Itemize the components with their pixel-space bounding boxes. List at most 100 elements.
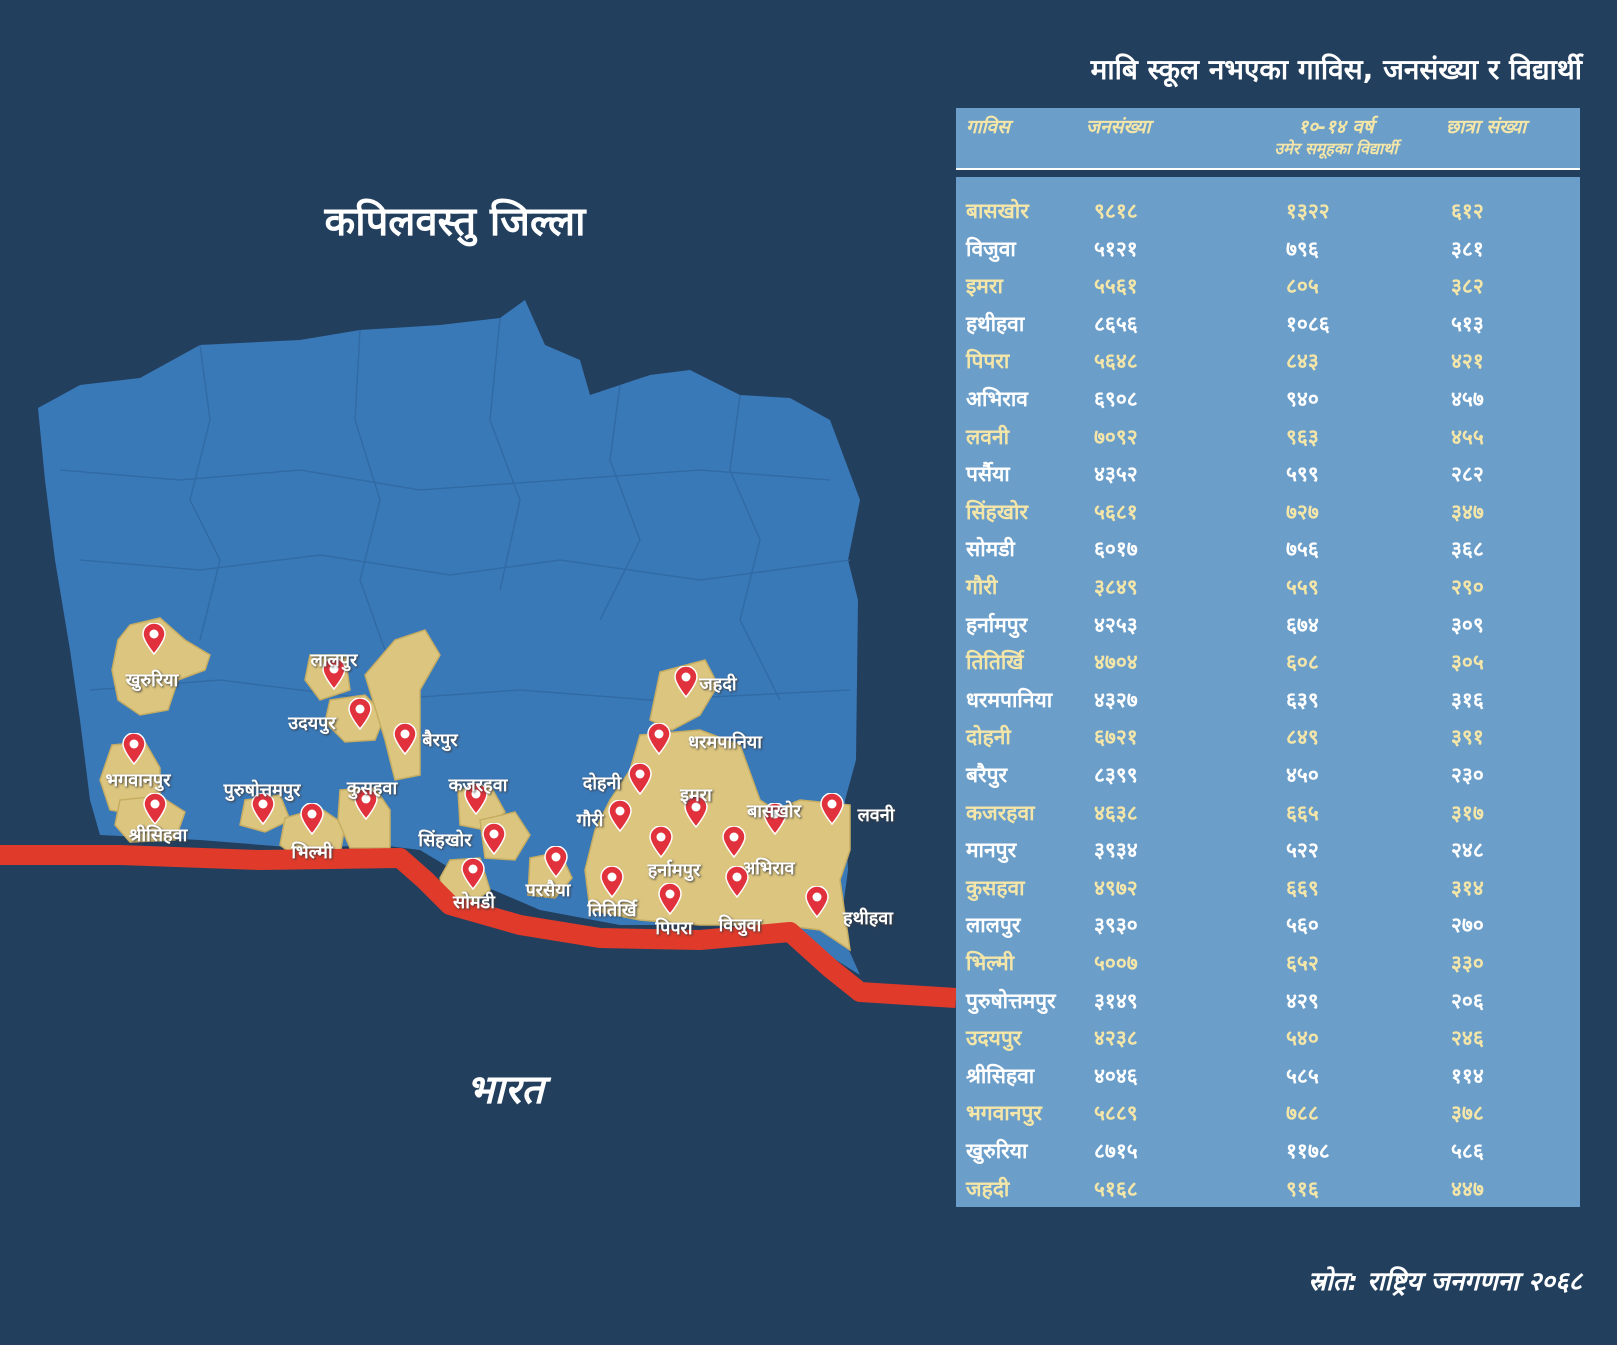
map-pin-icon[interactable] [804, 885, 830, 919]
map-pin-icon[interactable] [141, 622, 167, 656]
cell-population: ५१६८ [1094, 1176, 1138, 1201]
place-label: विजुवा [718, 915, 762, 936]
place-label: लवनी [857, 805, 895, 826]
map-pin-icon[interactable] [347, 697, 373, 731]
map-pin-icon[interactable] [819, 792, 845, 826]
map-title: कपिलवस्तु जिल्ला [324, 199, 586, 245]
table-row: लालपुर ३९३० ५६० २७० [956, 903, 1580, 940]
cell-population: ६०१७ [1094, 537, 1138, 562]
table-row: हर्नामपुर ४२५३ ६७४ ३०९ [956, 603, 1580, 640]
cell-girls: २३० [1451, 763, 1484, 787]
cell-girls: ५१३ [1451, 311, 1484, 336]
cell-students: ५८५ [1286, 1063, 1319, 1088]
cell-vdc: तितिर्खि [966, 650, 1024, 675]
cell-population: ७०९२ [1094, 424, 1138, 449]
cell-students: ४२९ [1286, 988, 1319, 1013]
table-row: श्रीसिहवा ४०४६ ५८५ ११४ [956, 1054, 1580, 1091]
cell-population: ८६५६ [1094, 311, 1138, 336]
cell-vdc: हथीहवा [966, 311, 1025, 336]
map-pin-icon[interactable] [724, 865, 750, 899]
map-pin-icon[interactable] [121, 732, 147, 766]
place-label: गौरी [576, 810, 604, 831]
cell-students: ११७८ [1286, 1139, 1330, 1163]
table-row: उदयपुर ४२३८ ५४० २४६ [956, 1016, 1580, 1053]
map-pin-icon[interactable] [463, 782, 489, 816]
cell-vdc: लालपुर [966, 913, 1021, 938]
cell-students: ६०८ [1286, 650, 1319, 675]
map-pin-icon[interactable] [607, 799, 633, 833]
map-pin-icon[interactable] [543, 845, 569, 879]
header-vdc: गाविस [966, 116, 1010, 138]
cell-vdc: मानपुर [966, 838, 1017, 863]
cell-vdc: बासखोर [966, 199, 1029, 223]
cell-population: ३९३० [1094, 913, 1138, 938]
map-pin-icon[interactable] [721, 825, 747, 859]
cell-students: ५२२ [1286, 838, 1319, 863]
cell-students: ९६३ [1286, 424, 1319, 449]
map-pin-icon[interactable] [648, 825, 674, 859]
map-pin-icon[interactable] [683, 795, 709, 829]
cell-population: ३१४९ [1094, 988, 1138, 1013]
cell-population: ३८४९ [1094, 575, 1138, 599]
cell-girls: ६१२ [1451, 199, 1484, 223]
cell-girls: ३०५ [1451, 650, 1484, 675]
cell-population: ९८१८ [1094, 199, 1138, 223]
map-pin-icon[interactable] [392, 722, 418, 756]
cell-students: ६६५ [1286, 800, 1319, 825]
cell-students: ७२७ [1286, 499, 1319, 524]
cell-girls: २७० [1451, 913, 1484, 938]
cell-students: ७८८ [1286, 1101, 1319, 1126]
cell-population: ५८८९ [1094, 1101, 1138, 1126]
cell-girls: ४५७ [1451, 387, 1484, 411]
table-row: बासखोर ९८१८ १३२२ ६१२ [956, 189, 1580, 226]
map-pin-icon[interactable] [321, 657, 347, 691]
map-pin-icon[interactable] [299, 802, 325, 836]
cell-students: ८४३ [1286, 349, 1319, 374]
cell-girls: ५८६ [1451, 1139, 1484, 1163]
cell-students: ८४९ [1286, 725, 1319, 750]
cell-vdc: उदयपुर [966, 1026, 1022, 1051]
place-label: धरमपानिया [688, 732, 762, 753]
map-pin-icon[interactable] [673, 665, 699, 699]
cell-population: ५६४८ [1094, 349, 1138, 374]
cell-students: ९१६ [1286, 1176, 1319, 1201]
map-pin-icon[interactable] [142, 792, 168, 826]
cell-students: १०८६ [1286, 311, 1330, 336]
place-label: परसैया [525, 880, 571, 901]
cell-vdc: खुरुरिया [966, 1139, 1028, 1163]
map-pin-icon[interactable] [657, 882, 683, 916]
cell-girls: ३१७ [1451, 800, 1484, 825]
table-row: सोमडी ६०१७ ७५६ ३६८ [956, 527, 1580, 564]
table-row: कुसहवा ४९७२ ६६९ ३१४ [956, 866, 1580, 903]
place-label: उदयपुर [288, 713, 336, 734]
table-row: जहदी ५१६८ ९१६ ४४७ [956, 1167, 1580, 1204]
cell-vdc: जहदी [966, 1176, 1010, 1201]
map-pin-icon[interactable] [481, 822, 507, 856]
place-label: इमरा [680, 785, 712, 806]
map-pin-icon[interactable] [460, 857, 486, 891]
table-row: बरैपुर ८३९९ ४५० २३० [956, 753, 1580, 790]
map-pin-icon[interactable] [762, 802, 788, 836]
cell-students: ५४० [1286, 1026, 1319, 1051]
cell-students: ५६० [1286, 913, 1319, 938]
header-girls: छात्रा संख्या [1446, 116, 1527, 138]
cell-girls: ३७८ [1451, 1101, 1484, 1126]
cell-students: ६७४ [1286, 612, 1319, 637]
cell-students: ६५२ [1286, 951, 1319, 975]
cell-population: ४०४६ [1094, 1063, 1138, 1088]
map-pin-icon[interactable] [353, 787, 379, 821]
map-pin-icon[interactable] [646, 722, 672, 756]
place-label: कजरहवा [448, 775, 508, 796]
table-row: पर्सैया ४३५२ ५९९ २८२ [956, 452, 1580, 489]
cell-girls: ३६८ [1451, 537, 1484, 562]
map-pin-icon[interactable] [250, 792, 276, 826]
place-label: पिपरा [655, 918, 693, 939]
table-row: दोहनी ६७२१ ८४९ ३९१ [956, 715, 1580, 752]
map-pin-icon[interactable] [599, 865, 625, 899]
cell-population: ५५६१ [1094, 274, 1138, 299]
cell-population: ५६८१ [1094, 499, 1138, 524]
table-row: पिपरा ५६४८ ८४३ ४२१ [956, 339, 1580, 376]
place-label: भगवानपुर [105, 770, 171, 791]
map-pin-icon[interactable] [627, 762, 653, 796]
table-body: बासखोर ९८१८ १३२२ ६१२ विजुवा ५१२१ ७९६ ३८१ इमरा ५५६… [956, 177, 1580, 1207]
